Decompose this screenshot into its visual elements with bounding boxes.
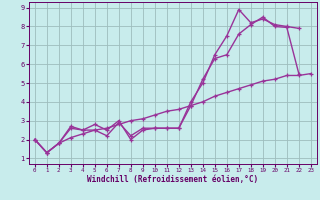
X-axis label: Windchill (Refroidissement éolien,°C): Windchill (Refroidissement éolien,°C): [87, 175, 258, 184]
